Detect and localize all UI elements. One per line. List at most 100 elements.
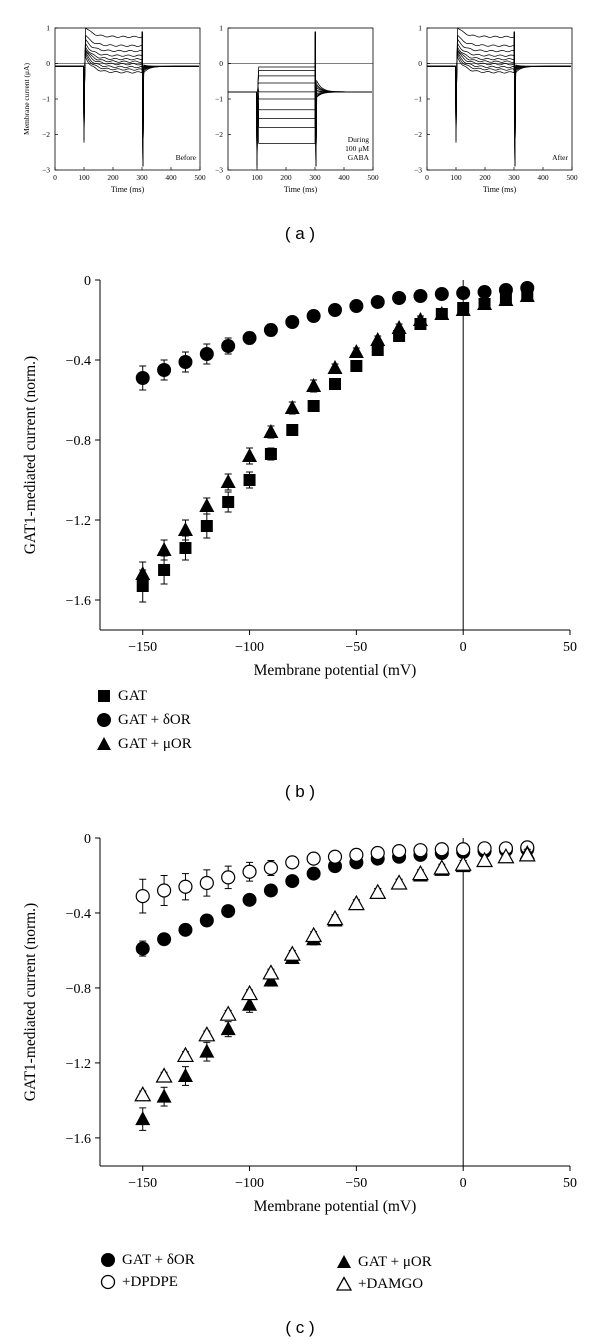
data-point-triangle	[370, 332, 386, 346]
data-point-triangle	[177, 1068, 193, 1083]
x-tick-label: 400	[165, 173, 177, 182]
trace-annotation: After	[552, 153, 568, 162]
data-point-open-circle	[327, 849, 343, 864]
filled-circle-marker-icon	[97, 713, 111, 727]
current-trace-line	[427, 31, 571, 167]
legend-b-label: GAT	[118, 688, 148, 704]
data-point-open-triangle	[369, 883, 387, 899]
current-trace-line	[55, 31, 199, 167]
x-axis-label: Time (ms)	[483, 185, 517, 194]
data-point-circle	[157, 363, 172, 377]
x-tick-label: −50	[345, 640, 367, 655]
data-point-triangle	[135, 566, 151, 580]
series--damgo	[134, 846, 536, 1102]
filled-triangle-marker-icon	[97, 737, 111, 750]
data-point-open-circle	[199, 875, 214, 891]
data-point-triangle	[263, 424, 279, 438]
data-point-open-triangle	[155, 1067, 173, 1083]
data-point-open-triangle	[454, 855, 472, 871]
x-tick-label: 0	[425, 173, 429, 182]
y-tick-label: −1	[215, 95, 223, 104]
legend-c-label: GAT + δOR	[122, 1252, 195, 1268]
data-point-circle	[178, 355, 193, 369]
current-trace-line	[55, 31, 199, 167]
x-tick-label: −150	[128, 640, 157, 655]
data-point-circle	[349, 299, 364, 313]
data-point-square	[158, 564, 171, 576]
current-trace-line	[228, 31, 372, 169]
y-tick-label: −1.6	[66, 1132, 91, 1147]
data-point-open-triangle	[262, 964, 280, 980]
series-gat	[136, 288, 534, 603]
data-point-circle	[392, 291, 407, 305]
y-tick-label: −1.6	[66, 594, 91, 609]
data-point-circle	[263, 883, 278, 898]
current-trace-line	[55, 27, 199, 167]
y-tick-label: −3	[215, 166, 223, 175]
data-point-square	[200, 520, 213, 532]
data-point-open-circle	[135, 889, 150, 904]
data-point-circle	[306, 309, 321, 323]
data-point-square	[350, 360, 363, 372]
data-point-circle	[456, 286, 471, 300]
square-marker-icon	[98, 690, 110, 702]
data-point-square	[222, 496, 235, 508]
series-gat-or	[135, 288, 535, 587]
data-point-triangle	[391, 320, 407, 334]
trace-annotation: Before	[176, 153, 197, 162]
data-point-open-triangle	[219, 1005, 237, 1021]
data-point-open-triangle	[176, 1046, 194, 1063]
y-tick-label: 1	[46, 24, 50, 33]
data-point-square	[371, 344, 384, 356]
x-tick-label: 0	[53, 173, 57, 182]
data-point-triangle	[348, 344, 364, 358]
y-tick-label: 0	[46, 59, 50, 68]
y-tick-label: −2	[42, 130, 50, 139]
data-point-open-triangle	[390, 874, 408, 890]
data-point-circle	[413, 289, 428, 303]
scatter-chart-c: −150 −100 −50 0 50 0 −0.4 −0.8 −1.2 −1.6 Membrane …	[22, 832, 577, 1215]
current-trace-line	[427, 27, 571, 167]
trace-chart-a-during: 0 100 200 300 400 500 1 0 −1 −2 −3 Time (ms) During1…	[215, 24, 379, 195]
current-trace-line	[55, 31, 199, 167]
data-point-circle	[498, 283, 513, 297]
y-tick-label: −2	[414, 130, 422, 139]
data-point-triangle	[455, 302, 471, 316]
data-point-open-circle	[242, 864, 257, 879]
legend-c-label: +DAMGO	[358, 1276, 424, 1292]
y-tick-label: −1	[42, 95, 50, 104]
data-point-square	[307, 400, 320, 412]
x-tick-label: 50	[563, 640, 577, 655]
y-tick-label: 0	[84, 832, 91, 847]
data-point-open-circle	[370, 845, 385, 861]
data-point-triangle	[434, 306, 450, 320]
y-axis-label: Membrane current (μA)	[22, 63, 31, 135]
trace-chart-a-before: 0 100 200 300 400 500 1 0 −1 −2 −3 Time (ms) Membran…	[22, 24, 206, 195]
data-point-circle	[135, 941, 150, 956]
x-tick-label: 100	[251, 173, 263, 182]
data-point-open-triangle	[283, 945, 301, 961]
data-point-triangle	[242, 448, 258, 462]
current-trace-line	[55, 31, 199, 167]
data-point-circle	[306, 866, 321, 881]
data-point-square	[329, 378, 341, 390]
x-tick-label: 500	[367, 173, 379, 182]
x-tick-label: −150	[128, 1176, 157, 1191]
x-tick-label: −100	[235, 1176, 264, 1191]
legend-c-label: +DPDPE	[122, 1274, 178, 1290]
y-tick-label: −2	[215, 130, 223, 139]
y-axis-label: GAT1-mediated current (norm.)	[22, 356, 39, 554]
data-point-triangle	[220, 1021, 236, 1036]
data-point-circle	[242, 892, 257, 907]
x-tick-label: 400	[338, 173, 350, 182]
data-point-open-circle	[413, 843, 428, 858]
y-tick-label: 1	[219, 24, 223, 33]
current-trace-line	[427, 31, 571, 167]
data-point-open-triangle	[518, 846, 536, 862]
data-point-open-triangle	[476, 851, 494, 868]
data-point-circle	[157, 932, 172, 947]
data-point-circle	[263, 323, 278, 337]
x-tick-label: 50	[563, 1176, 577, 1191]
data-point-square	[179, 542, 192, 554]
